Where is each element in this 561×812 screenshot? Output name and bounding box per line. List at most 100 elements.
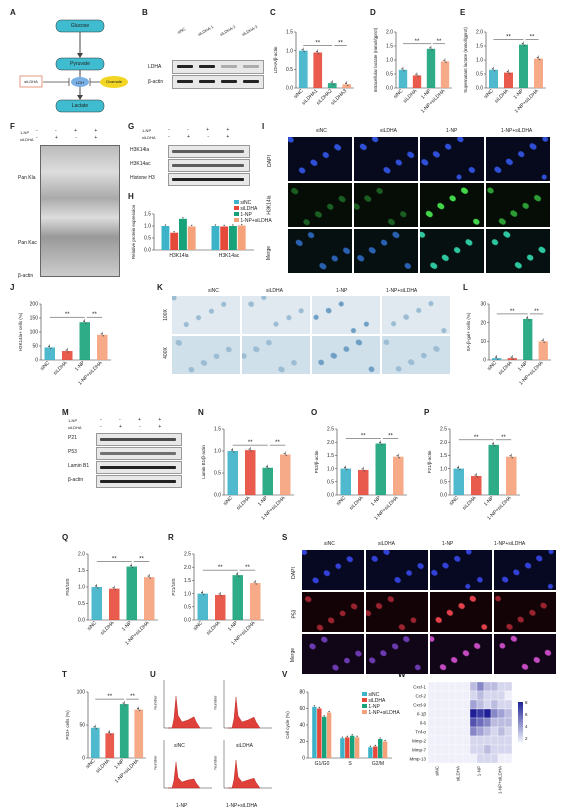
data-point bbox=[95, 585, 97, 587]
bar bbox=[215, 594, 226, 620]
panel-label-p: P bbox=[424, 408, 430, 417]
glucose-label: Glucose bbox=[70, 23, 90, 29]
data-point bbox=[497, 358, 499, 360]
blot-m-row-label: siLDHA bbox=[68, 425, 82, 430]
y-tick-label: 1.0 bbox=[476, 58, 483, 64]
heatmap-row-label: Il-6 bbox=[420, 721, 427, 726]
y-tick-label: 0.5 bbox=[214, 471, 221, 477]
heatmap-row-label: Cxcl-1 bbox=[413, 685, 426, 690]
x-tick-label: siNC bbox=[448, 495, 460, 507]
lactate-label: Lactate bbox=[71, 103, 89, 109]
heatmap-cell bbox=[448, 717, 457, 728]
y-tick-label: 1.5 bbox=[440, 453, 447, 459]
bar bbox=[262, 467, 273, 495]
bar bbox=[90, 727, 100, 758]
micrograph-tile bbox=[430, 592, 492, 632]
x-tick-label: siLDHA bbox=[52, 360, 69, 377]
bar bbox=[327, 83, 337, 88]
blot-f-signs: - - + + bbox=[36, 128, 106, 134]
row-label: 400X bbox=[162, 347, 169, 359]
x-tick-label: siNC bbox=[222, 495, 234, 507]
heatmap-cell bbox=[469, 690, 478, 701]
panel-label-u: U bbox=[150, 670, 156, 679]
data-point bbox=[526, 317, 528, 319]
bar bbox=[298, 50, 308, 88]
bar bbox=[280, 454, 291, 495]
bar bbox=[393, 456, 404, 495]
heatmap-cell bbox=[427, 735, 436, 746]
flow-label: 1-NP+siLDHA bbox=[226, 803, 258, 809]
y-tick-label: 100 bbox=[30, 330, 39, 336]
heatmap-cell bbox=[441, 717, 450, 728]
data-point bbox=[318, 52, 320, 55]
data-point bbox=[201, 591, 203, 594]
data-point bbox=[351, 734, 353, 736]
sig-label: ** bbox=[218, 565, 223, 571]
bar bbox=[170, 232, 179, 250]
data-point bbox=[268, 468, 270, 470]
data-point bbox=[443, 59, 445, 62]
data-point bbox=[401, 68, 403, 70]
bar bbox=[504, 72, 513, 88]
heatmap-cell bbox=[462, 708, 471, 719]
data-point bbox=[344, 466, 346, 469]
data-point bbox=[332, 83, 334, 85]
data-point bbox=[149, 577, 151, 579]
heatmap-cell bbox=[476, 681, 485, 692]
sig-label: ** bbox=[415, 39, 420, 45]
data-point bbox=[384, 739, 386, 742]
data-point bbox=[112, 586, 114, 589]
y-axis-label: Lamin B1/β-actin bbox=[201, 445, 206, 479]
chart-v: 0 20 40 60 80 Cell cycle (%) G1/G0 S G2/M bbox=[285, 690, 392, 767]
y-tick-label: 0.0 bbox=[78, 618, 85, 624]
panel-label-q: Q bbox=[62, 533, 69, 542]
data-point bbox=[218, 593, 220, 595]
data-point bbox=[511, 457, 513, 459]
x-tick-label: 1-NP bbox=[74, 360, 87, 373]
data-point bbox=[313, 705, 316, 707]
data-point bbox=[255, 583, 257, 585]
blot-m-actin bbox=[96, 475, 182, 488]
heatmap-cell bbox=[448, 681, 457, 692]
heatmap-cell bbox=[469, 744, 478, 755]
bar bbox=[44, 347, 55, 360]
data-point bbox=[543, 341, 545, 344]
blot-f-label: Pan Kac bbox=[18, 240, 37, 246]
heatmap-cell bbox=[448, 744, 457, 755]
y-tick-label: 2.5 bbox=[184, 552, 191, 558]
y-tick-label: 2.5 bbox=[327, 427, 334, 433]
chart-j: 0 50 100 150 200 H3K14la+ cells (%) siNC siLDHA… bbox=[18, 302, 111, 387]
legend-item: siNC bbox=[368, 692, 380, 698]
data-point bbox=[512, 358, 514, 360]
micrograph-tile bbox=[312, 336, 380, 374]
bar bbox=[126, 566, 137, 620]
x-tick-label: 1-NP bbox=[483, 495, 496, 508]
flow-peak bbox=[228, 696, 261, 729]
heatmap-cell bbox=[434, 708, 443, 719]
y-axis-label: P53+ cells (%) bbox=[65, 710, 70, 740]
bar bbox=[489, 69, 498, 88]
data-point bbox=[108, 731, 110, 733]
heatmap-row-label: Tnf-α bbox=[415, 730, 426, 735]
heatmap-cell bbox=[434, 744, 443, 755]
legend-swatch bbox=[234, 200, 239, 204]
panel-label-b: B bbox=[142, 8, 148, 17]
micrograph-tile bbox=[366, 592, 428, 632]
x-tick-label: 1-NP bbox=[121, 620, 134, 633]
micrograph-tile bbox=[382, 296, 450, 334]
data-point bbox=[223, 224, 225, 227]
heatmap-cell bbox=[462, 726, 471, 737]
micrograph-tile bbox=[486, 137, 550, 181]
data-point bbox=[346, 735, 349, 738]
flow-peak bbox=[168, 761, 201, 789]
col-label: 1-NP+siLDHA bbox=[494, 541, 526, 547]
y-tick-label: 0 bbox=[82, 756, 85, 762]
col-label: 1-NP bbox=[446, 128, 458, 134]
bar bbox=[358, 469, 369, 495]
x-tick-label: S bbox=[348, 761, 352, 767]
y-axis-label: Supernatant lactate (mmol/gprot) bbox=[463, 27, 468, 93]
heatmap-cell bbox=[462, 735, 471, 746]
sig-label: ** bbox=[92, 312, 97, 318]
bar bbox=[144, 577, 155, 620]
micrograph-tile bbox=[430, 550, 492, 590]
